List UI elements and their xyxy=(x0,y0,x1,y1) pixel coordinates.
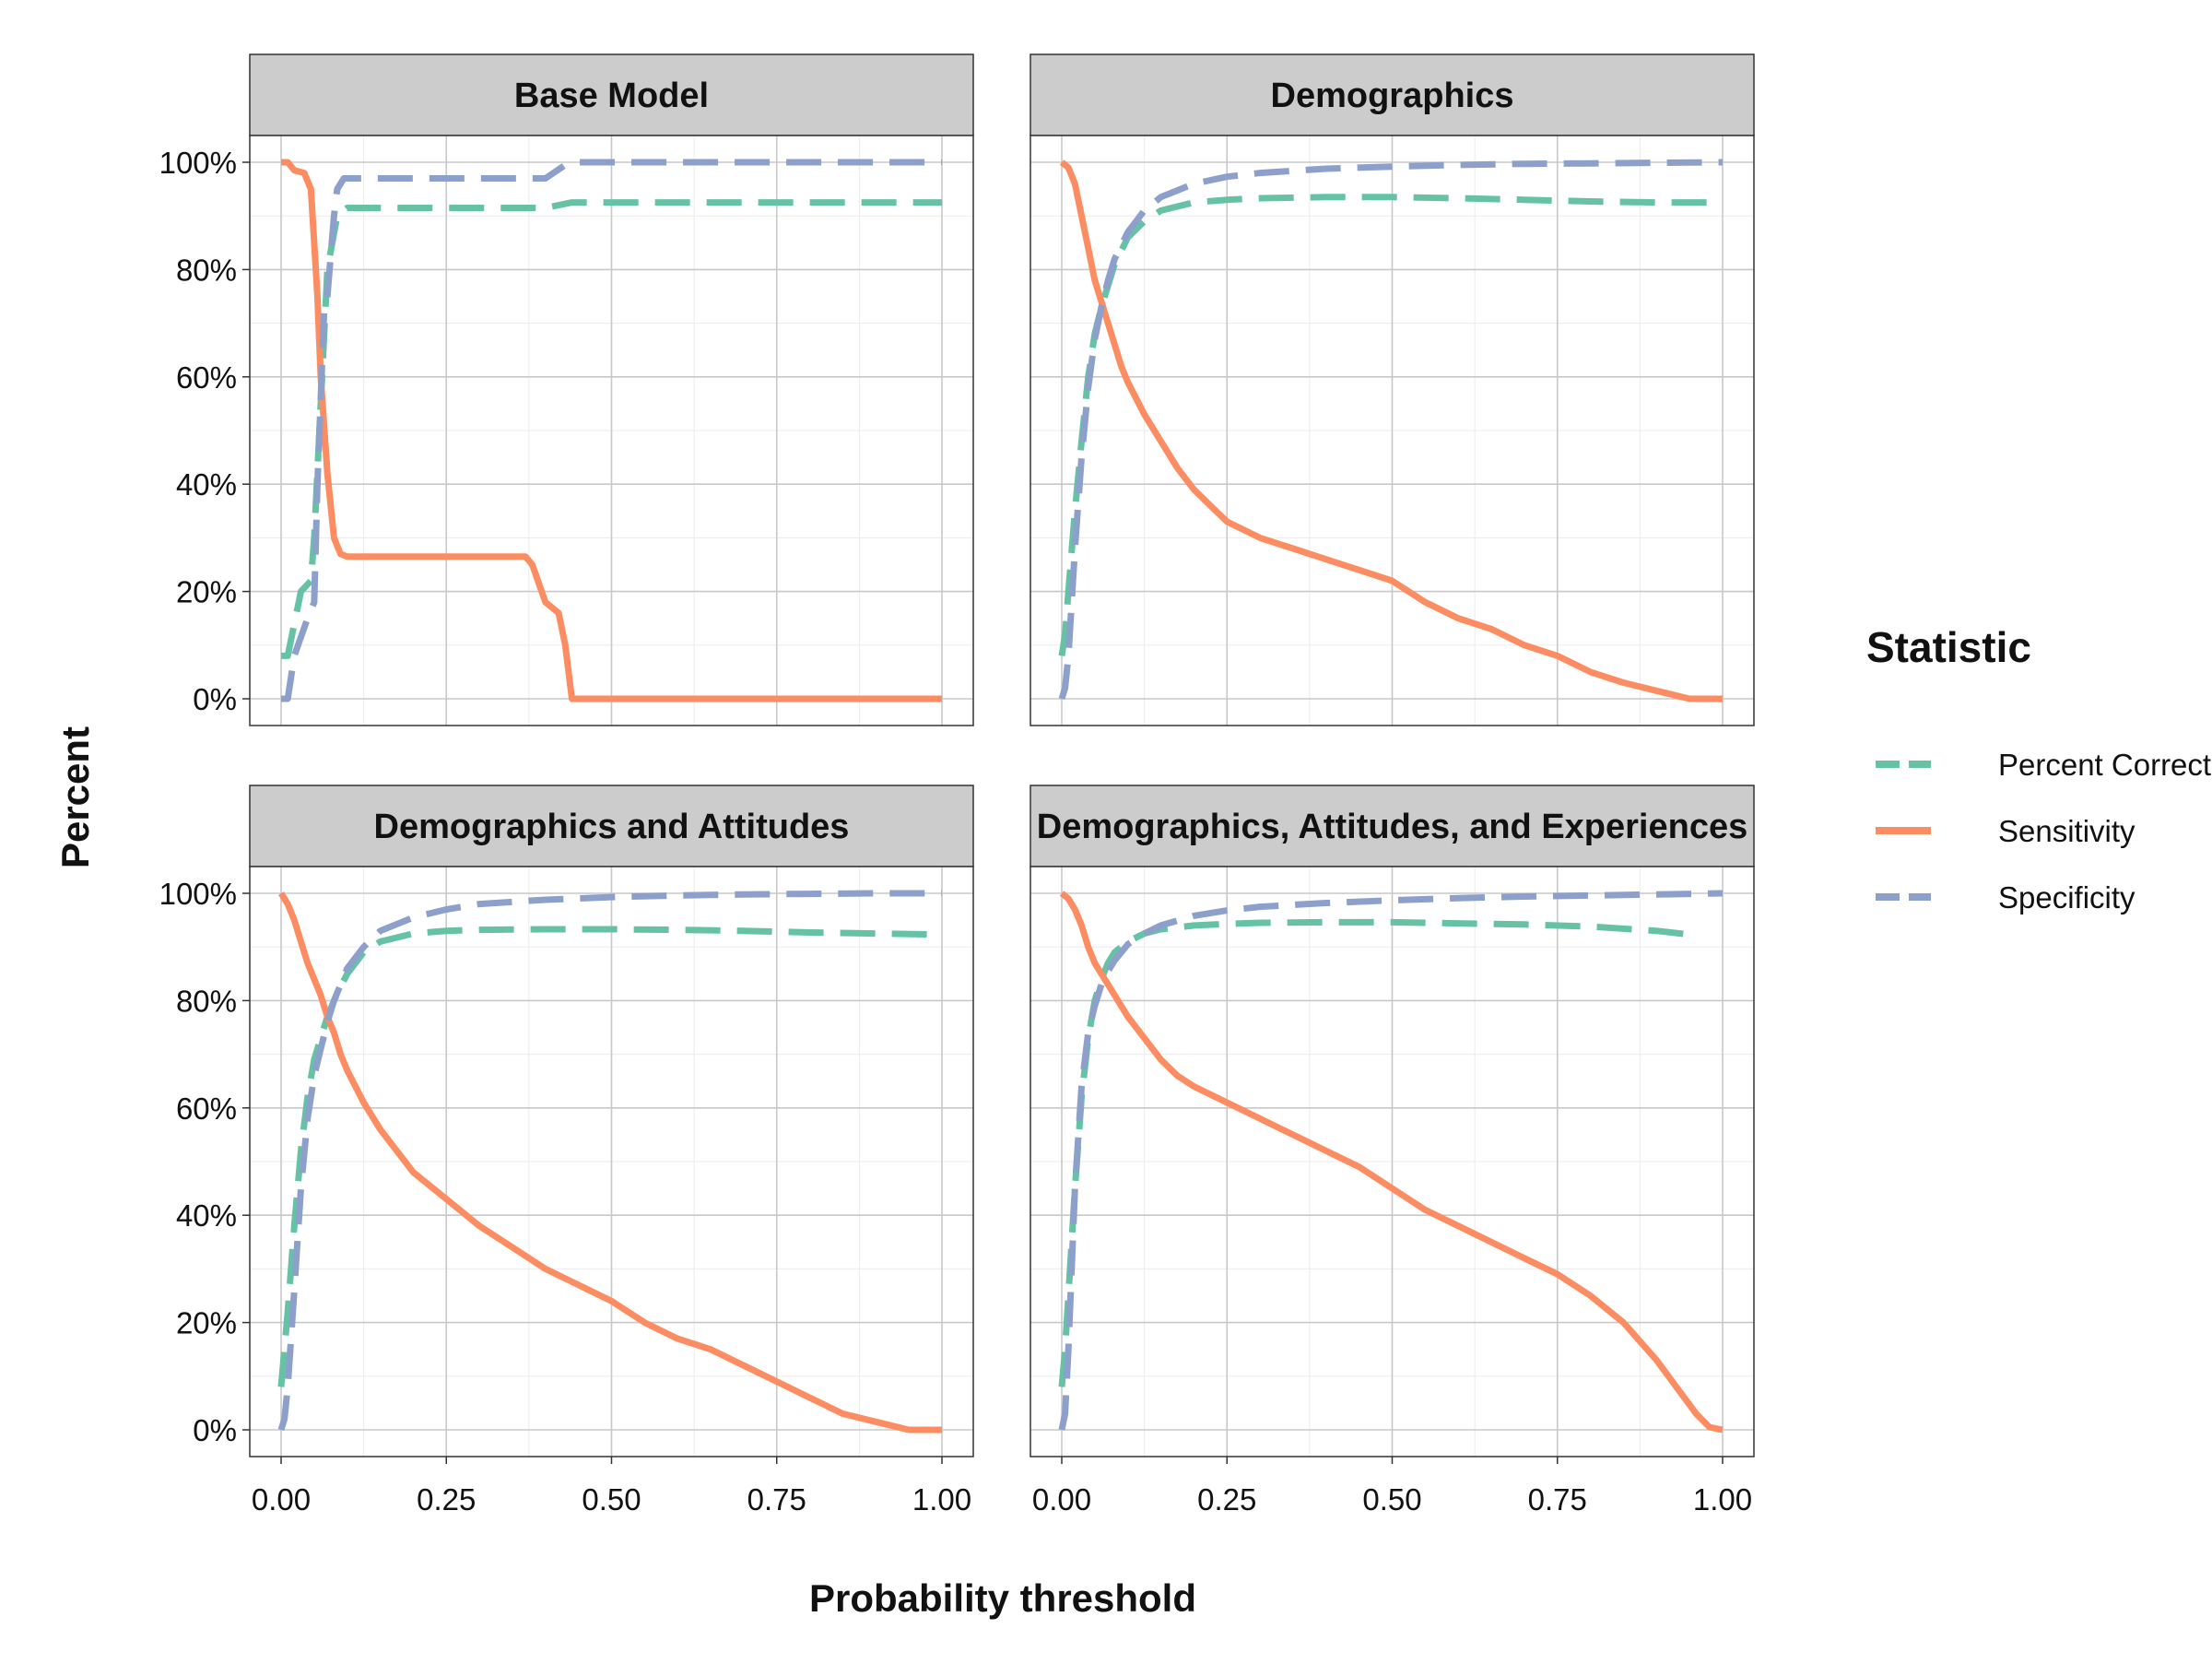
panel-1-series-percent-correct xyxy=(281,199,942,659)
panel-4-x-tick-label-5: 1.00 xyxy=(1693,1482,1752,1516)
panel-3-series-percent-correct xyxy=(277,926,943,1387)
panel-3-y-tick-label-1: 0% xyxy=(193,1413,237,1447)
panel-1-y-tick-label-5: 80% xyxy=(176,253,237,287)
panel-3-title: Demographics and Attitudes xyxy=(374,808,850,846)
panel-3-y-tick-label-4: 60% xyxy=(176,1092,237,1126)
y-axis-title: Percent xyxy=(53,726,97,868)
panel-1-series-sensitivity xyxy=(281,159,942,702)
panel-3-y-tick-label-3: 40% xyxy=(176,1198,237,1233)
panel-2-strip xyxy=(1030,53,1755,136)
panel-4-strip xyxy=(1030,785,1755,867)
panel-3-y-tick-label-5: 80% xyxy=(176,984,237,1018)
x-axis-title: Probability threshold xyxy=(809,1576,1196,1620)
panel-2-border xyxy=(1030,135,1755,726)
panel-3-x-tick-label-2: 0.25 xyxy=(417,1482,476,1516)
panel-4-series-sensitivity xyxy=(1059,891,1724,1434)
panel-3-x-tick-label-5: 1.00 xyxy=(912,1482,971,1516)
panel-1-y-tick-label-1: 0% xyxy=(193,682,237,716)
panel-1-y-tick-label-3: 40% xyxy=(176,467,237,502)
panel-1-border xyxy=(249,135,974,726)
panel-4-x-tick-label-2: 0.25 xyxy=(1197,1482,1256,1516)
panel-2-series-percent-correct xyxy=(1058,194,1723,656)
panel-4-x-tick-label-4: 0.75 xyxy=(1528,1482,1587,1516)
panel-1-y-tick-label-2: 20% xyxy=(176,575,237,609)
panel-3-series-sensitivity xyxy=(278,891,942,1434)
panel-2-series-sensitivity xyxy=(1059,159,1723,702)
legend-label-sensitivity: Sensitivity xyxy=(1998,814,2136,848)
panel-3-x-tick-label-4: 0.75 xyxy=(747,1482,806,1516)
panel-3-x-tick-label-1: 0.00 xyxy=(252,1482,311,1516)
panel-1-y-tick-label-4: 60% xyxy=(176,360,237,395)
panel-4-x-tick-label-1: 0.00 xyxy=(1032,1482,1091,1516)
legend-label-specificity: Specificity xyxy=(1998,880,2136,915)
panel-4-series-specificity xyxy=(1058,890,1724,1431)
panel-1-series-specificity xyxy=(281,159,942,702)
legend-label-percent-correct: Percent Correct xyxy=(1998,748,2211,782)
panel-2-series-specificity xyxy=(1058,159,1724,701)
panel-3-y-tick-label-2: 20% xyxy=(176,1306,237,1340)
panel-4-x-tick-label-3: 0.50 xyxy=(1362,1482,1421,1516)
panel-3-x-tick-label-3: 0.50 xyxy=(582,1482,641,1516)
legend-title: Statistic xyxy=(1866,623,2031,671)
panel-2-title: Demographics xyxy=(1271,77,1514,115)
panel-1-strip xyxy=(249,53,974,136)
panel-3-y-tick-label-6: 100% xyxy=(159,877,237,911)
panel-1-y-tick-label-6: 100% xyxy=(159,146,237,180)
panel-3-series-specificity xyxy=(277,890,942,1432)
panel-3-strip xyxy=(249,785,974,867)
panel-1-title: Base Model xyxy=(514,77,709,115)
panel-4-title: Demographics, Attitudes, and Experiences xyxy=(1037,808,1747,846)
